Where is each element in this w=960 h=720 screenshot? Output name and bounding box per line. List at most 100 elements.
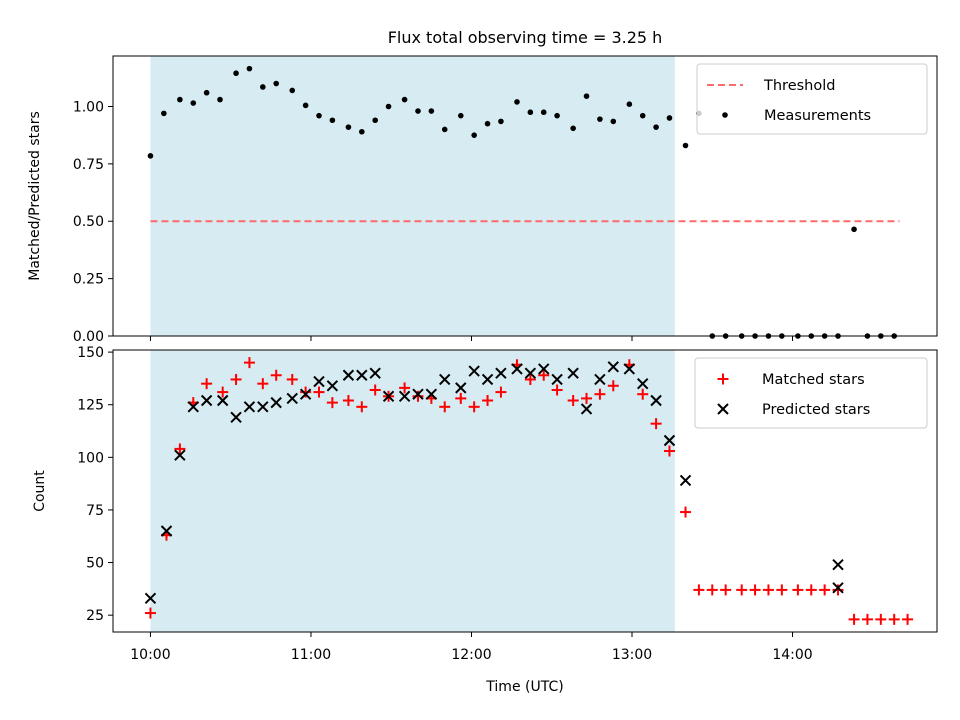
top-plot-marks: [147, 65, 900, 339]
cross-b: [270, 396, 282, 409]
legend-matched-swatch: [717, 373, 729, 385]
cross-b: [567, 367, 579, 379]
matched-star-point: [270, 369, 282, 381]
matched-star-point: [819, 584, 831, 596]
legend-box: [694, 357, 928, 429]
bottom-axes-frame: [112, 349, 938, 633]
measurement-point: [666, 115, 673, 121]
legend-box: [696, 63, 928, 135]
observing-window-shade: [150, 56, 675, 336]
measurement-point: [415, 108, 421, 114]
matched-star-point: [680, 506, 692, 518]
measurement-point: [441, 126, 448, 133]
measurement-point: [498, 118, 504, 125]
matched-star-point: [342, 395, 354, 407]
cross-b: [398, 390, 411, 403]
predicted-star-point: [439, 373, 451, 386]
cross-b: [551, 373, 563, 386]
matched-star-point: [861, 613, 873, 625]
legend-label: Measurements: [764, 108, 871, 124]
measurement-point: [471, 132, 477, 138]
matched-star-point: [356, 401, 368, 413]
predicted-star-point: [216, 394, 229, 407]
predicted-star-point: [594, 373, 606, 386]
predicted-star-point: [468, 365, 480, 377]
predicted-star-point: [356, 369, 368, 381]
matched-star-point: [313, 386, 325, 398]
y-tick-label: 75: [86, 503, 104, 519]
measurement-point: [177, 96, 183, 103]
bottom-y-ticks: 25 50 75 100 125 150: [77, 345, 113, 624]
x-tick-label: 12:00: [451, 647, 491, 663]
y-tick-label: 0.00: [73, 329, 104, 345]
predicted-star-point: [607, 361, 619, 373]
measurement-point: [682, 142, 689, 149]
legend-predicted-swatch: [717, 403, 729, 415]
matched-star-point: [848, 613, 860, 625]
matched-star-point: [482, 395, 494, 407]
measurement-point: [302, 102, 309, 109]
matched-star-point: [720, 584, 732, 596]
bottom-panel: 25 50 75 100 125 150 10:00 11:00 12:00 13:00 14:0…: [32, 345, 938, 695]
cross-b: [637, 377, 649, 390]
measurement-point: [457, 112, 464, 119]
matched-star-point: [706, 584, 718, 596]
measurement-point: [289, 87, 296, 94]
predicted-star-point: [286, 392, 298, 405]
predicted-star-point: [663, 434, 676, 447]
cross-b: [382, 390, 395, 403]
top-x-ticks: [149, 336, 794, 341]
y-tick-label: 50: [86, 556, 104, 572]
cross-b: [425, 388, 438, 400]
y-tick-label: 25: [86, 608, 104, 624]
cross-b: [832, 558, 844, 571]
matched-star-point: [594, 388, 606, 400]
cross-b: [455, 382, 467, 394]
matched-star-point: [607, 380, 619, 392]
y-tick-label: 100: [77, 450, 104, 466]
matched-star-point: [468, 401, 480, 413]
cross-b: [468, 365, 480, 377]
predicted-star-point: [679, 474, 692, 487]
y-tick-label: 1.00: [73, 99, 104, 115]
matched-star-point: [495, 386, 507, 398]
cross-b: [216, 394, 229, 407]
predicted-star-point: [144, 592, 157, 605]
measurement-point: [147, 153, 154, 159]
cross-b: [369, 367, 381, 379]
predicted-star-point: [623, 363, 636, 375]
matched-star-point: [637, 388, 649, 400]
predicted-star-point: [511, 363, 523, 375]
cross-b: [299, 388, 312, 400]
x-tick-label: 10:00: [130, 647, 170, 663]
top-axes-frame: [112, 55, 938, 337]
measurement-point: [273, 80, 279, 87]
cross-b: [257, 401, 269, 413]
top-y-axis-label: Matched/Predicted stars: [27, 111, 43, 281]
matched-star-point: [762, 584, 774, 596]
cross-b: [342, 369, 355, 381]
cross-b: [717, 403, 729, 415]
matched-star-point: [551, 384, 563, 396]
matched-star-point: [144, 607, 156, 619]
measurement-point: [653, 124, 659, 130]
y-tick-label: 125: [77, 398, 104, 414]
observing-window-shade: [150, 350, 675, 632]
measurement-point: [260, 84, 266, 90]
legend-measurement-swatch: [722, 112, 728, 118]
legend-label: Predicted stars: [762, 402, 870, 418]
predicted-star-point: [299, 388, 312, 400]
cross-b: [481, 373, 494, 386]
measurement-point: [514, 99, 520, 105]
matched-star-point: [174, 443, 186, 455]
cross-b: [524, 367, 537, 379]
matched-star-point: [257, 378, 269, 390]
predicted-star-point: [270, 396, 282, 409]
chart-title: Flux total observing time = 3.25 h: [388, 28, 663, 47]
measurement-point: [345, 124, 352, 130]
predicted-star-point: [326, 380, 339, 392]
bottom-legend: Matched stars Predicted stars: [694, 357, 928, 429]
measurement-point: [540, 109, 547, 116]
measurement-point: [484, 120, 491, 127]
measurement-point: [203, 89, 210, 96]
